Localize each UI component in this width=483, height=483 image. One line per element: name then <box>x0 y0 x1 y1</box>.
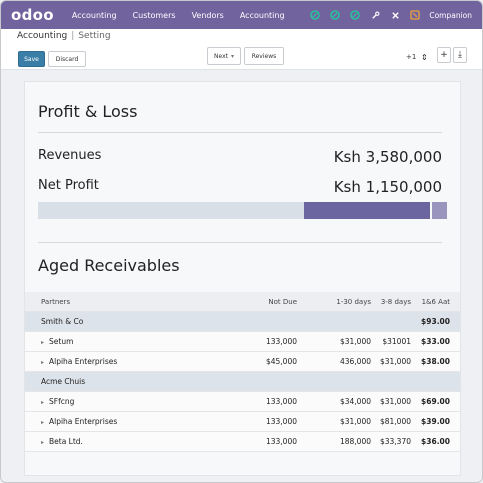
filter-dropdown[interactable]: Next ▾ <box>207 47 241 65</box>
total-cell: $33.00 <box>421 337 450 346</box>
total-cell: $38.00 <box>421 357 450 366</box>
link-icon[interactable] <box>329 9 341 21</box>
net-profit-label: Net Profit <box>38 178 99 193</box>
not-due-cell: 133,000 <box>265 417 297 426</box>
bucket-1-30-cell: $31,000 <box>339 417 371 426</box>
table-row[interactable]: ▸ Beta Ltd. 133,000 188,000 $33,370 $36.00 <box>25 432 460 452</box>
discard-button[interactable]: Discard <box>48 51 86 67</box>
not-due-cell: 133,000 <box>265 397 297 406</box>
breadcrumb: Accounting | Setting <box>17 31 111 41</box>
revenues-row: Revenues Ksh 3,580,000 <box>38 148 442 166</box>
column-header-not-due[interactable]: Not Due <box>268 298 297 306</box>
column-header-3-8[interactable]: 3-8 days <box>380 298 411 306</box>
partner-cell: ▸ Beta Ltd. <box>41 432 83 452</box>
bucket-1-30-cell: $34,000 <box>339 397 371 406</box>
table-row[interactable]: ▸ SFfcng 133,000 $34,000 $31,000 $69.00 <box>25 392 460 412</box>
total-cell: $39.00 <box>421 417 450 426</box>
partner-cell: ▸ Alpiha Enterprises <box>41 412 117 432</box>
wrench-icon[interactable] <box>369 9 381 21</box>
net-profit-row: Net Profit Ksh 1,150,000 <box>38 178 442 196</box>
profit-bar-tail <box>430 202 447 219</box>
odoo-logo[interactable]: odoo <box>11 6 54 24</box>
company-switcher-icon[interactable] <box>409 9 421 21</box>
report-sheet: Profit & Loss Revenues Ksh 3,580,000 Net… <box>24 81 461 476</box>
group-total: $93.00 <box>421 317 450 326</box>
group-row[interactable]: Smith & Co $93.00 <box>25 312 460 332</box>
sort-arrows-icon[interactable]: ⇕ <box>421 53 428 62</box>
column-header-total[interactable]: 1&6 Aat <box>421 298 450 306</box>
column-header-1-30[interactable]: 1-30 days <box>336 298 371 306</box>
profit-bar-fill <box>304 202 430 219</box>
systray: Companion <box>309 9 472 21</box>
menu-vendors[interactable]: Vendors <box>191 10 224 20</box>
bucket-3-8-cell: $31,000 <box>379 357 411 366</box>
table-row[interactable]: ▸ Alpiha Enterprises 133,000 $31,000 $81,000… <box>25 412 460 432</box>
chevron-down-icon: ▾ <box>230 52 234 60</box>
caret-right-icon[interactable]: ▸ <box>41 399 45 406</box>
chat-icon[interactable] <box>309 9 321 21</box>
partner-name: Alpiha Enterprises <box>49 357 118 366</box>
top-navbar: odoo Accounting Customers Vendors Accoun… <box>1 1 482 29</box>
save-button[interactable]: Save <box>18 51 45 67</box>
partner-cell: ▸ SFfcng <box>41 392 74 412</box>
revenues-value: Ksh 3,580,000 <box>333 148 442 166</box>
bucket-1-30-cell: 188,000 <box>339 437 371 446</box>
group-name: Acme Chuis <box>41 377 86 386</box>
partner-name: Alpiha Enterprises <box>49 417 118 426</box>
close-icon[interactable] <box>389 9 401 21</box>
breadcrumb-current: Setting <box>78 31 111 41</box>
partner-cell: ▸ Setum <box>41 332 73 352</box>
net-profit-value: Ksh 1,150,000 <box>333 178 442 196</box>
aged-receivables-title: Aged Receivables <box>38 256 180 275</box>
not-due-cell: 133,000 <box>265 337 297 346</box>
compare-button[interactable]: Reviews <box>244 47 284 65</box>
column-header-partners[interactable]: Partners <box>41 298 71 306</box>
profit-bar-track <box>38 202 447 219</box>
bucket-1-30-cell: $31,000 <box>339 337 371 346</box>
partner-cell: ▸ Alpiha Enterprises <box>41 352 117 372</box>
breadcrumb-root[interactable]: Accounting <box>17 31 68 41</box>
table-header: Partners Not Due 1-30 days 3-8 days 1&6 … <box>25 292 460 312</box>
table-row[interactable]: ▸ Setum 133,000 $31,000 $31001 $33.00 <box>25 332 460 352</box>
group-name: Smith & Co <box>41 317 84 326</box>
pager-value: +1 <box>406 53 417 61</box>
revenues-label: Revenues <box>38 148 102 163</box>
not-due-cell: $45,000 <box>265 357 297 366</box>
link-icon[interactable] <box>349 9 361 21</box>
profit-loss-title: Profit & Loss <box>38 102 138 121</box>
caret-right-icon[interactable]: ▸ <box>41 339 45 346</box>
bucket-3-8-cell: $31001 <box>382 337 411 346</box>
menu-customers[interactable]: Customers <box>132 10 176 20</box>
menu-accounting[interactable]: Accounting <box>71 10 117 20</box>
filter-label: Next <box>214 52 228 60</box>
caret-right-icon[interactable]: ▸ <box>41 359 45 366</box>
breadcrumb-separator: | <box>71 31 75 41</box>
table-row[interactable]: ▸ Alpiha Enterprises $45,000 436,000 $31,000… <box>25 352 460 372</box>
partner-name: SFfcng <box>49 397 75 406</box>
group-total <box>413 372 450 392</box>
plus-icon[interactable]: + <box>437 47 451 63</box>
table-body: Smith & Co $93.00 ▸ Setum 133,000 $31,000 $310… <box>25 312 460 452</box>
bucket-3-8-cell: $33,370 <box>379 437 411 446</box>
aged-receivables-table: Partners Not Due 1-30 days 3-8 days 1&6 … <box>25 292 460 452</box>
bucket-3-8-cell: $31,000 <box>379 397 411 406</box>
total-cell: $69.00 <box>421 397 450 406</box>
company-name[interactable]: Companion <box>429 10 472 20</box>
bucket-1-30-cell: 436,000 <box>339 357 371 366</box>
pin-icon[interactable]: ⤓ <box>453 47 467 63</box>
caret-right-icon[interactable]: ▸ <box>41 439 45 446</box>
bucket-3-8-cell: $81,000 <box>379 417 411 426</box>
divider <box>38 242 442 243</box>
menu-accounting-2[interactable]: Accounting <box>239 10 285 20</box>
partner-name: Beta Ltd. <box>49 437 83 446</box>
not-due-cell: 133,000 <box>265 437 297 446</box>
partner-name: Setum <box>49 337 74 346</box>
total-cell: $36.00 <box>421 437 450 446</box>
caret-right-icon[interactable]: ▸ <box>41 419 45 426</box>
main-menu: Accounting Customers Vendors Accounting <box>72 11 285 20</box>
group-row[interactable]: Acme Chuis <box>25 372 460 392</box>
divider <box>38 132 442 133</box>
